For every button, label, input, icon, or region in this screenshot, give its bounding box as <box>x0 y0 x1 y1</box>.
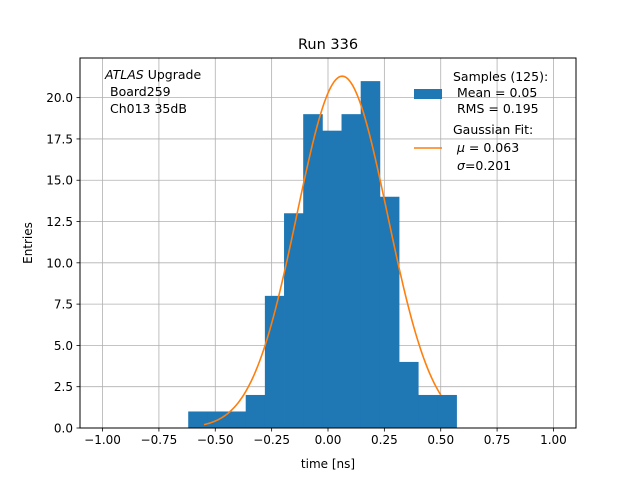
y-axis-ticks: 0.0 2.5 5.0 7.5 10.0 12.5 15.0 17.5 20.0 <box>46 91 80 436</box>
y-tick-label: 10.0 <box>46 256 73 270</box>
histogram-bar <box>322 130 342 428</box>
annotation-atlas: ATLAS <box>104 67 144 82</box>
histogram-bar <box>379 196 400 428</box>
x-tick-label: 1.00 <box>540 433 567 447</box>
fit-curve-group <box>203 75 442 426</box>
x-tick-label: 0.75 <box>484 433 511 447</box>
histogram-bar <box>264 295 285 428</box>
histogram-bar <box>341 114 362 429</box>
legend-histogram-swatch <box>414 89 442 99</box>
legend-fit-title: Gaussian Fit: <box>453 122 533 137</box>
x-tick-label: 0.00 <box>315 433 342 447</box>
histogram-bar <box>303 114 323 429</box>
gaussian-fit-curve <box>203 75 442 426</box>
x-axis-ticks: −1.00 −0.75 −0.50 −0.25 0.00 0.25 0.50 0.75 1.00 <box>84 428 567 447</box>
histogram-bar <box>226 411 247 428</box>
histogram-bar <box>284 213 304 428</box>
y-tick-label: 0.0 <box>54 422 73 436</box>
x-tick-label: −0.75 <box>141 433 178 447</box>
annotation-line-3: Ch013 35dB <box>110 101 187 116</box>
x-tick-label: −0.25 <box>253 433 290 447</box>
legend-fit-mu: μ = 0.063 <box>456 140 519 155</box>
histogram-bar <box>188 411 208 428</box>
chart-title: Run 336 <box>298 37 358 53</box>
annotation-box: ATLAS Upgrade Board259 Ch013 35dB <box>104 67 201 116</box>
histogram-bar <box>245 394 266 428</box>
y-tick-label: 17.5 <box>46 132 73 146</box>
y-axis-label: Entries <box>21 222 35 264</box>
annotation-line-2: Board259 <box>110 84 171 99</box>
y-tick-label: 20.0 <box>46 91 73 105</box>
y-tick-label: 5.0 <box>54 339 73 353</box>
y-tick-label: 7.5 <box>54 298 73 312</box>
x-tick-label: −0.50 <box>197 433 234 447</box>
y-tick-label: 2.5 <box>54 380 73 394</box>
x-tick-label: −1.00 <box>84 433 121 447</box>
annotation-line-1: ATLAS Upgrade <box>104 67 201 82</box>
histogram-bar <box>418 394 438 428</box>
y-tick-label: 15.0 <box>46 174 73 188</box>
annotation-upgrade: Upgrade <box>144 67 202 82</box>
legend-fit-sigma: σ=0.201 <box>457 158 511 173</box>
x-axis-label: time [ns] <box>301 457 355 471</box>
legend-samples-label: Samples (125): <box>453 69 548 84</box>
y-tick-label: 12.5 <box>46 215 73 229</box>
x-tick-label: 0.50 <box>427 433 454 447</box>
histogram-bar <box>360 81 381 428</box>
histogram-bar <box>437 394 457 428</box>
legend-mean-label: Mean = 0.05 <box>457 85 537 100</box>
legend: Samples (125): Mean = 0.05 RMS = 0.195 G… <box>414 69 548 173</box>
legend-rms-label: RMS = 0.195 <box>457 101 539 116</box>
histogram-bar <box>399 361 419 428</box>
x-tick-label: 0.25 <box>371 433 398 447</box>
